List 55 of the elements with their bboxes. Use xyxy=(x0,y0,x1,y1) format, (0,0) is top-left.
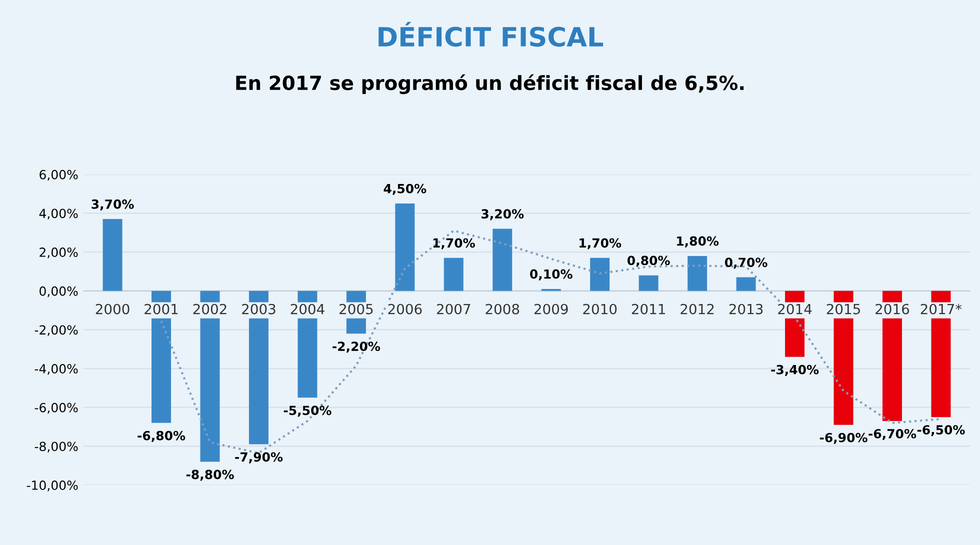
data-label: 3,70% xyxy=(92,199,134,210)
x-tick-label: 2004 xyxy=(290,304,324,314)
y-tick-label: -8,00% xyxy=(34,442,78,452)
data-label: 4,50% xyxy=(384,184,426,195)
data-label: 3,20% xyxy=(482,209,524,220)
bar xyxy=(736,277,756,291)
x-tick-label: 2007 xyxy=(437,304,470,314)
data-label: -6,50% xyxy=(917,425,965,436)
x-tick-label: 2002 xyxy=(193,304,226,314)
x-tick-label: 2000 xyxy=(96,304,130,314)
data-label: -5,50% xyxy=(284,406,332,417)
bar xyxy=(638,275,658,291)
data-label: -2,20% xyxy=(332,342,380,353)
data-label: -6,80% xyxy=(138,430,186,442)
data-label: -6,90% xyxy=(820,432,868,444)
x-tick-label: 2006 xyxy=(388,304,422,314)
y-tick-label: -10,00% xyxy=(26,480,78,492)
x-tick-label: 2014 xyxy=(778,304,812,314)
bar xyxy=(395,204,415,291)
bar xyxy=(590,258,610,291)
x-tick-label: 2001 xyxy=(144,304,178,314)
x-tick-label: 2005 xyxy=(340,304,373,314)
data-label: -3,40% xyxy=(771,364,819,376)
y-tick-label: -6,00% xyxy=(34,402,78,414)
x-tick-label: 2017* xyxy=(920,304,962,314)
chart-title: DÉFICIT FISCAL xyxy=(378,22,604,47)
bar xyxy=(492,228,512,291)
x-tick-label: 2009 xyxy=(534,304,568,314)
data-label: 0,70% xyxy=(724,258,768,269)
y-tick-label: 2,00% xyxy=(40,248,78,258)
data-label: -7,90% xyxy=(235,452,283,464)
x-tick-label: 2015 xyxy=(826,304,860,314)
chart-subtitle: En 2017 se programó un déficit fiscal de 6,5%. xyxy=(236,74,744,94)
y-tick-label: 0,00% xyxy=(40,286,78,298)
bar xyxy=(444,258,464,291)
x-tick-label: 2011 xyxy=(632,304,665,314)
y-tick-label: -4,00% xyxy=(34,364,78,375)
data-label: -8,80% xyxy=(186,470,234,481)
y-tick-label: 6,00% xyxy=(40,170,78,181)
bar xyxy=(688,256,708,291)
data-label: 1,80% xyxy=(677,236,719,248)
x-tick-label: 2010 xyxy=(583,304,617,314)
x-tick-label: 2013 xyxy=(729,304,763,314)
x-tick-label: 2012 xyxy=(680,304,714,314)
bar xyxy=(102,219,122,291)
y-tick-label: 4,00% xyxy=(39,208,78,220)
data-label: 0,10% xyxy=(530,269,572,280)
data-label: -6,70% xyxy=(868,428,916,440)
data-label: 0,80% xyxy=(627,256,670,267)
y-tick-label: -2,00% xyxy=(34,325,78,336)
data-label: 1,70% xyxy=(580,238,622,250)
x-tick-label: 2016 xyxy=(876,304,910,314)
x-tick-label: 2003 xyxy=(242,304,276,314)
data-label: 1,70% xyxy=(433,238,475,250)
x-tick-label: 2008 xyxy=(486,304,520,314)
